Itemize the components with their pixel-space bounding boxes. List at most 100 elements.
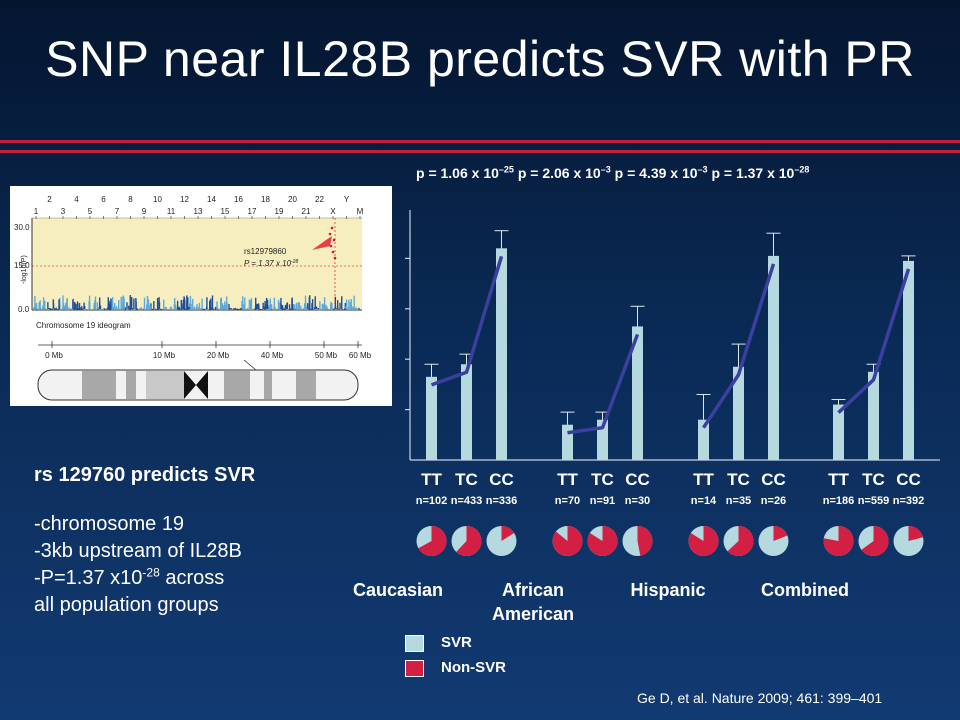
population-label: Caucasian [328,578,468,602]
svr-bar [903,260,914,460]
chromosome-number: 16 [234,195,243,204]
population-label-line: American [491,604,575,624]
chromosome-number: 2 [47,195,52,204]
svr-bar [733,366,744,460]
legend-swatch-non-svr [405,660,424,677]
chromosome-number: 12 [180,195,189,204]
genotype-label: TT [828,470,849,489]
summary-p-text: -P=1.37 x10 [34,567,143,589]
slide-title: SNP near IL28B predicts SVR with PR [45,31,915,87]
sample-size-label: n=433 [450,495,483,507]
sample-size-label: n=559 [857,495,890,507]
p-value: p = 2.06 x 10 [517,165,601,181]
pie-non-svr-slice [552,526,583,556]
chromosome-number: 5 [88,207,93,216]
genotype-label: TC [591,470,614,489]
p-value-exp: –25 [498,164,514,175]
y-tick-label: 15.0 [14,261,30,270]
chromosome-number: 15 [221,207,230,216]
chromosome-number: 4 [74,195,79,204]
svr-bar [632,326,643,460]
chromosome-number: M [357,207,364,216]
genotype-label: TC [727,470,750,489]
y-tick-label: 0.0 [18,305,30,314]
population-label: Combined [735,578,875,602]
summary-line-upstream: -3kb upstream of IL28B [34,540,242,562]
genotype-label: CC [896,470,921,489]
mb-tick-label: 20 Mb [207,351,230,360]
y-axis-label: -log10(P) [21,255,28,284]
p-value-exp: –3 [697,164,708,175]
chromosome-number: X [330,207,336,216]
sample-size-label: n=186 [822,495,855,507]
svr-bar [698,419,709,460]
svr-bar [496,248,507,460]
mb-tick-label: 50 Mb [315,351,338,360]
sample-size-label: n=102 [415,495,448,507]
summary-line-groups: all population groups [34,594,219,616]
sample-size-label: n=26 [760,495,787,507]
chromosome-number: 3 [61,207,66,216]
summary-text: rs 129760 predicts SVR -chromosome 19 -3… [34,462,255,619]
genotype-label: TT [557,470,578,489]
chromosome-number: 19 [275,207,284,216]
chromosome-number: 13 [194,207,203,216]
population-label-line: Combined [761,580,849,600]
pie-non-svr-slice [418,526,447,556]
population-label: Hispanic [598,578,738,602]
ideogram-title: Chromosome 19 ideogram [36,321,131,330]
pie-row [416,526,924,556]
trend-line [837,268,911,414]
pie-non-svr-slice [727,526,754,556]
sample-size-label: n=30 [624,495,651,507]
chromosome-number: 6 [101,195,106,204]
snp-callout-p-exp: -28 [291,259,298,265]
summary-p-suffix: across [159,567,225,589]
sample-size-label: n=70 [554,495,581,507]
svr-bar [597,419,608,460]
chromosome-ideogram [37,359,359,401]
pie-non-svr-slice [823,526,854,556]
legend-label-non-svr: Non-SVR [441,659,506,676]
chromosome-number: 21 [302,207,311,216]
p-value-row: p = 1.06 x 10–25 p = 2.06 x 10–3 p = 4.3… [416,165,809,181]
population-label-line: Caucasian [352,580,444,600]
svr-bar-chart [405,210,940,461]
population-label: African American [463,578,603,626]
population-label-line: African [501,580,564,600]
mb-tick-label: 0 Mb [45,351,63,360]
chromosome-number: 1 [34,207,39,216]
sample-size-label: n=35 [725,495,752,507]
pie-non-svr-slice [456,526,482,556]
genotype-label: CC [489,470,514,489]
sample-size-label: n=336 [485,495,518,507]
legend-label-svr: SVR [441,634,472,651]
y-tick-group: 30.0 15.0 0.0 [14,223,30,314]
p-value-exp: –3 [600,164,611,175]
svr-bar [833,404,844,460]
chromosome-number: 22 [315,195,324,204]
p-value-exp: –28 [794,164,810,175]
mb-tick-label: 60 Mb [349,351,372,360]
svg-text:P = 1.37 x 10-28: P = 1.37 x 10-28 [244,259,299,268]
trend-line [702,263,776,429]
genotype-label: TT [421,470,442,489]
svr-bar [868,371,879,460]
p-value: p = 1.37 x 10 [711,165,795,181]
genotype-label: TC [455,470,478,489]
arrow-icon [312,236,332,250]
summary-heading: rs 129760 predicts SVR [34,464,256,486]
pie-non-svr-slice [501,526,515,541]
genotype-label: CC [761,470,786,489]
pie-non-svr-slice [861,526,889,556]
title-divider-top [0,140,960,143]
mb-tick-label: 10 Mb [153,351,176,360]
mb-tick-label: 40 Mb [261,351,284,360]
genotype-label: TT [693,470,714,489]
chromosome-number: 14 [207,195,216,204]
snp-callout-label: rs12979860 [244,247,287,256]
genotype-label: TC [862,470,885,489]
summary-p-exp: -28 [142,565,160,580]
p-value: p = 1.06 x 10 [416,165,499,181]
sample-size-label: n=14 [690,495,717,507]
